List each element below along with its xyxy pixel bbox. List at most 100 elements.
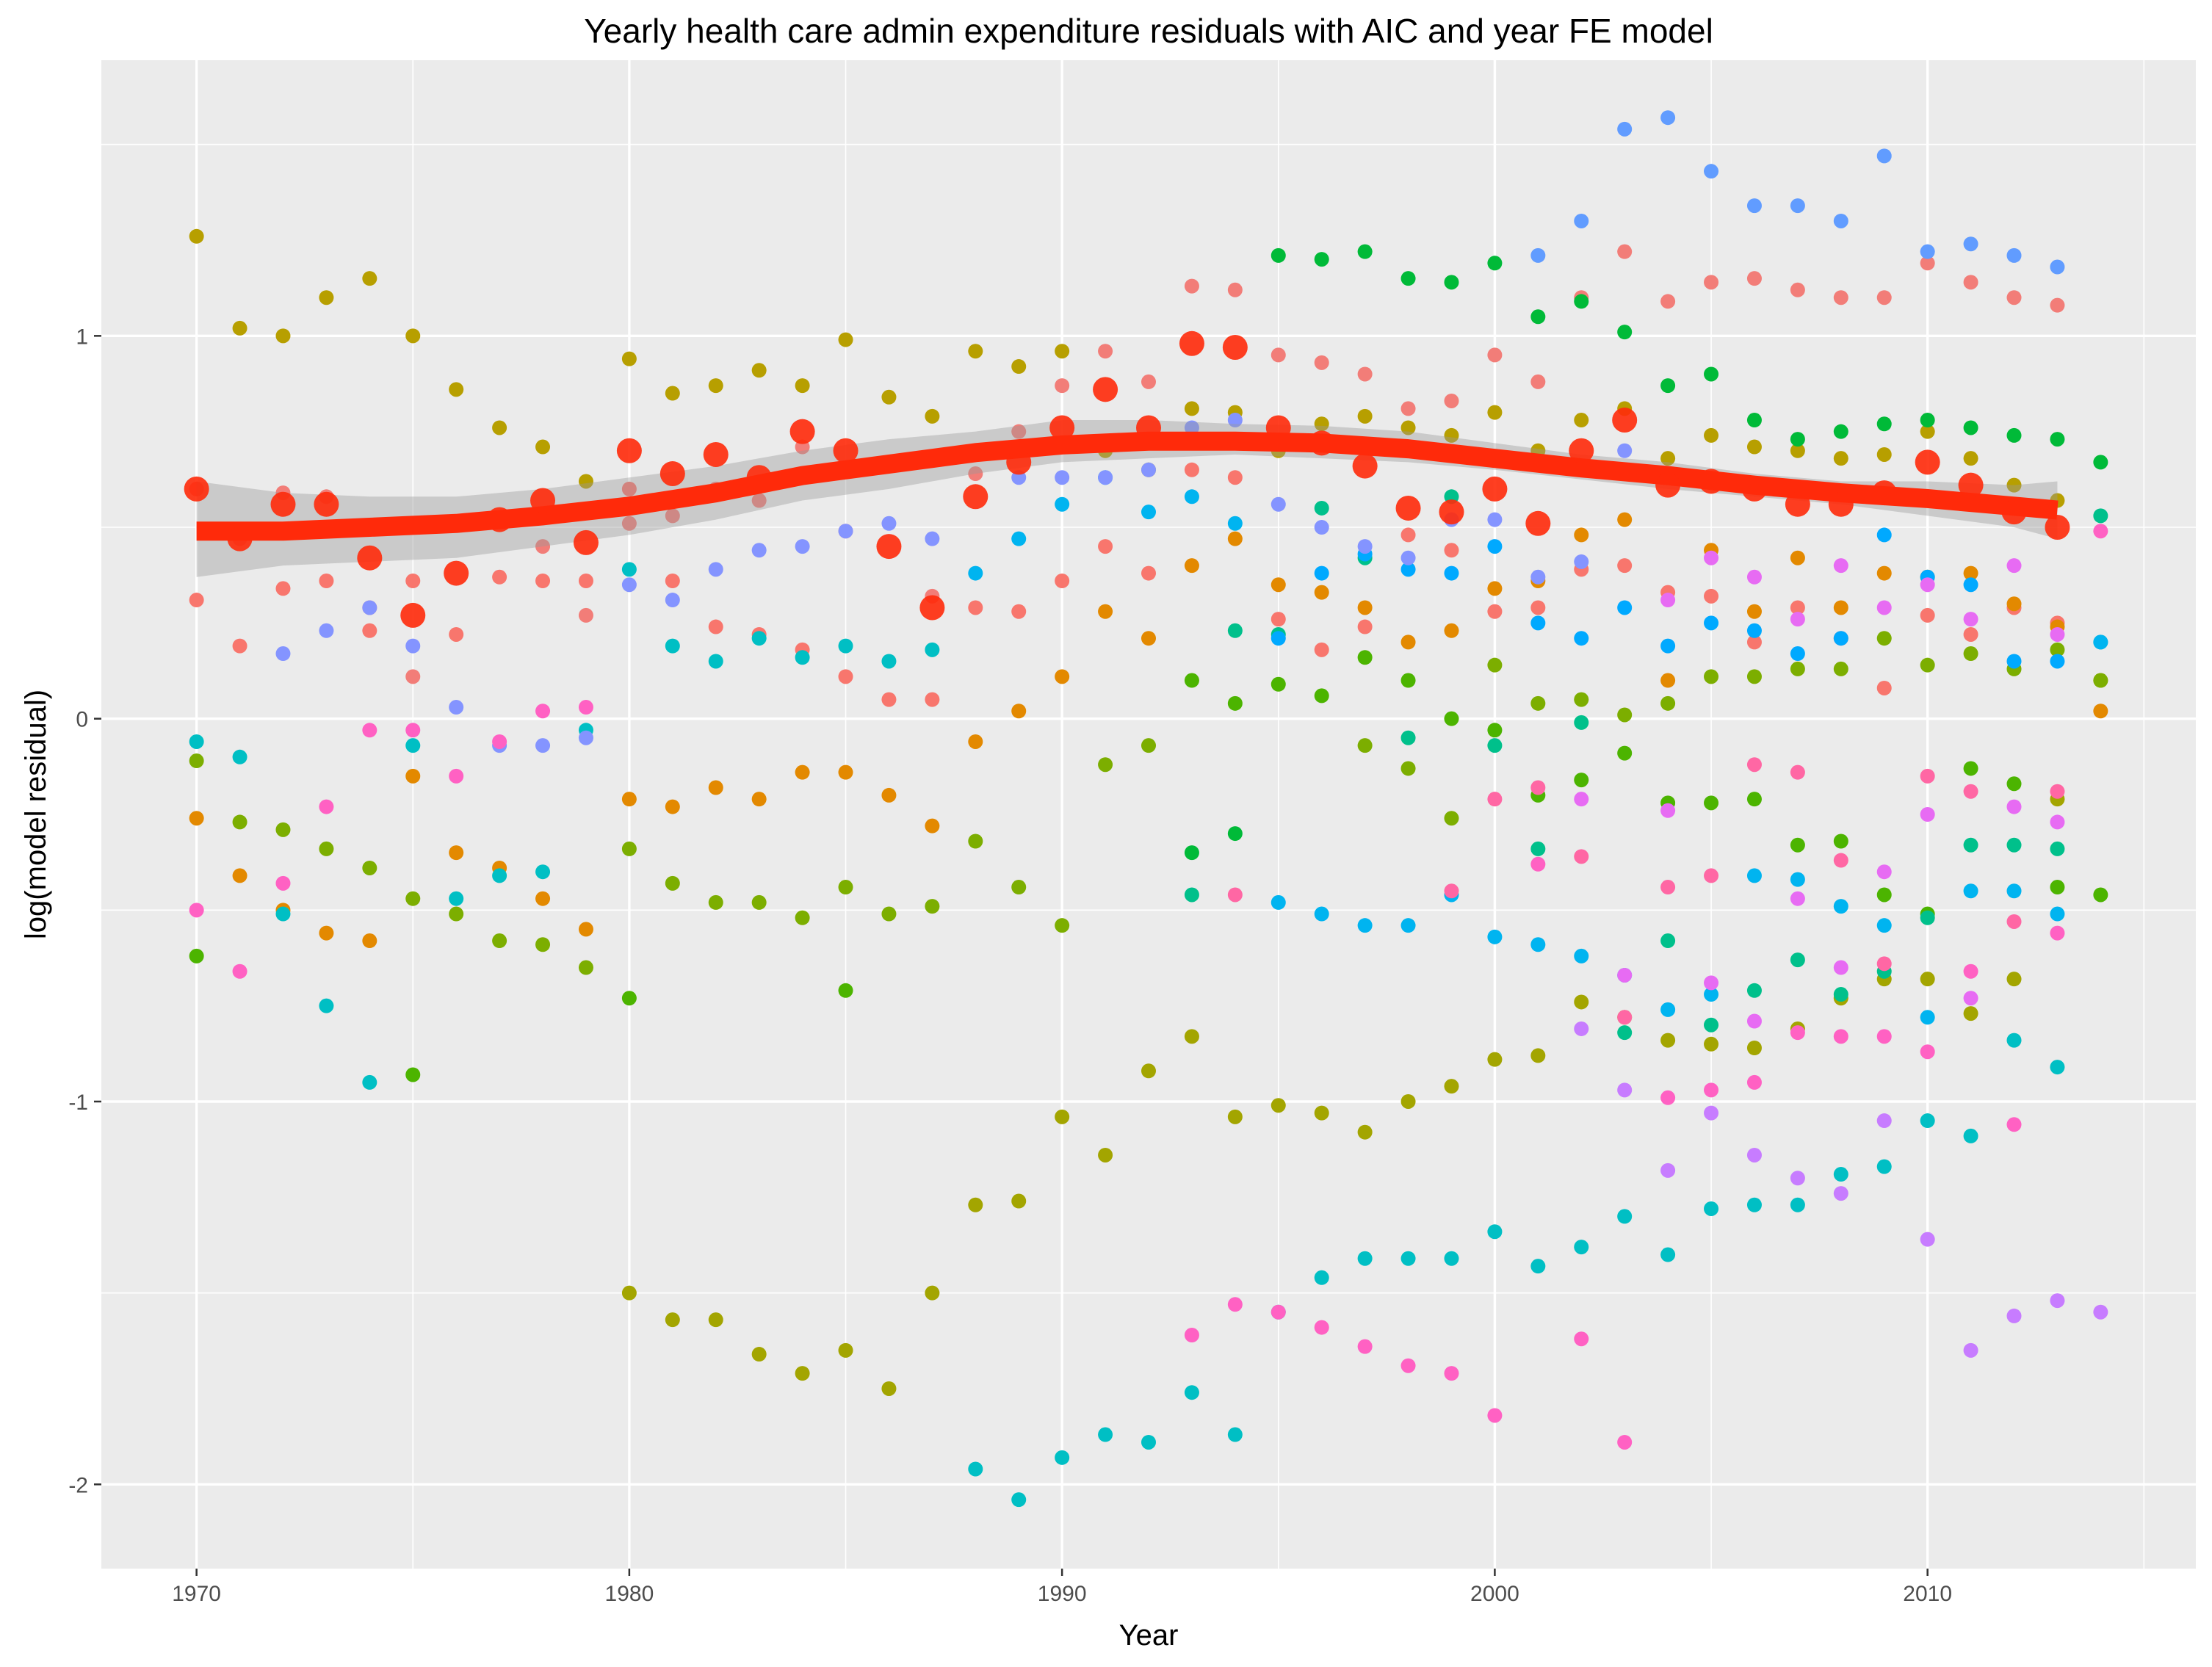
data-point: [1746, 634, 1762, 650]
data-point: [1704, 1036, 1719, 1052]
data-point: [1357, 650, 1373, 665]
data-point: [1227, 826, 1243, 842]
data-point: [1746, 1041, 1762, 1056]
data-point: [1617, 512, 1633, 527]
data-point: [535, 539, 551, 554]
yearly-mean-points: [184, 330, 2070, 628]
data-point: [1357, 539, 1373, 554]
data-point: [968, 734, 983, 749]
data-point: [1660, 1090, 1676, 1105]
data-point: [1184, 462, 1199, 477]
data-point: [881, 389, 897, 405]
data-point: [1963, 565, 1978, 581]
data-point: [1487, 581, 1503, 596]
data-point: [1617, 745, 1633, 761]
data-point: [1271, 631, 1286, 646]
data-point: [665, 799, 680, 814]
data-point: [1011, 604, 1027, 619]
data-point: [1920, 1044, 1935, 1060]
data-point: [1530, 600, 1546, 615]
data-point: [2093, 704, 2108, 719]
yearly-mean-point: [227, 526, 253, 552]
data-point: [1790, 1171, 1805, 1186]
data-point: [2050, 784, 2065, 799]
data-point: [1963, 612, 1978, 627]
series-s17: [189, 524, 2108, 1450]
series-s18: [1227, 757, 2065, 1025]
data-point: [1357, 244, 1373, 259]
data-point: [2006, 914, 2022, 929]
data-point: [1833, 661, 1848, 676]
data-point: [1574, 413, 1589, 428]
data-point: [1790, 661, 1805, 676]
data-point: [1920, 1232, 1935, 1247]
yearly-mean-point: [270, 491, 296, 517]
data-point: [621, 991, 637, 1006]
data-point: [1357, 1251, 1373, 1266]
data-point: [1184, 558, 1199, 574]
yearly-mean-point: [1612, 408, 1638, 433]
data-point: [1704, 669, 1719, 684]
data-point: [1357, 1339, 1373, 1354]
data-point: [1574, 1331, 1589, 1347]
data-point: [1660, 673, 1676, 688]
data-point: [1314, 1320, 1329, 1335]
data-point: [1487, 738, 1503, 753]
data-point: [189, 593, 204, 608]
data-point: [578, 700, 593, 715]
data-point: [2093, 887, 2108, 903]
data-point: [795, 764, 810, 780]
data-point: [1227, 516, 1243, 531]
data-point: [1790, 198, 1805, 214]
data-point: [1487, 723, 1503, 738]
data-point: [838, 524, 853, 539]
data-point: [621, 792, 637, 807]
data-point: [751, 1347, 767, 1362]
data-point: [1574, 792, 1589, 807]
data-point: [1876, 600, 1892, 615]
yearly-mean-point: [1309, 430, 1334, 456]
data-point: [1660, 638, 1676, 654]
series-s12: [1271, 527, 2065, 669]
data-point: [405, 328, 421, 344]
data-point: [1790, 600, 1805, 615]
data-point: [2006, 883, 2022, 899]
data-point: [881, 906, 897, 922]
data-point: [362, 623, 377, 638]
data-point: [1487, 256, 1503, 271]
data-point: [1271, 1304, 1286, 1320]
yearly-mean-point: [2045, 515, 2070, 540]
data-point: [1444, 883, 1459, 899]
data-point: [665, 875, 680, 891]
yearly-mean-point: [703, 441, 729, 467]
data-point: [1444, 427, 1459, 443]
yearly-mean-point: [1093, 377, 1118, 402]
yearly-mean-point: [1439, 499, 1464, 525]
data-point: [1963, 1128, 1978, 1143]
yearly-mean-point: [1136, 415, 1161, 441]
data-point: [1444, 543, 1459, 558]
data-point: [578, 730, 593, 745]
yearly-mean-point: [746, 465, 772, 491]
yearly-mean-point: [1395, 495, 1421, 521]
data-point: [1357, 600, 1373, 615]
data-point: [2050, 654, 2065, 669]
data-point: [405, 573, 421, 588]
data-point: [275, 646, 291, 662]
data-point: [968, 466, 983, 482]
data-point: [1444, 1251, 1459, 1266]
data-point: [1574, 213, 1589, 228]
data-point: [1704, 987, 1719, 1002]
data-point: [1920, 768, 1935, 784]
data-point: [1574, 692, 1589, 707]
data-point: [751, 792, 767, 807]
data-point: [1141, 505, 1156, 520]
data-point: [1184, 401, 1199, 416]
data-point: [405, 768, 421, 784]
data-point: [1400, 673, 1416, 688]
data-point: [881, 516, 897, 531]
data-point: [319, 623, 334, 638]
data-point: [1055, 1450, 1070, 1465]
data-point: [319, 290, 334, 305]
